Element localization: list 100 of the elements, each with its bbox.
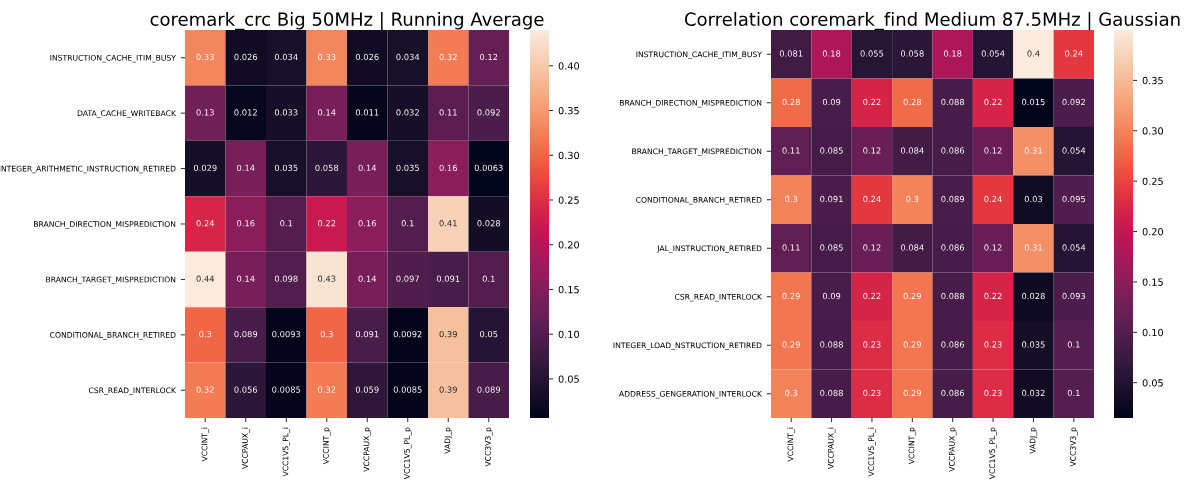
- data-label: 0.05: [480, 330, 498, 338]
- data-label: 0.026: [234, 53, 258, 61]
- data-label: 0.058: [315, 164, 339, 171]
- data-label: 0.24: [984, 195, 1002, 203]
- data-label: 0.085: [820, 147, 843, 154]
- data-label: 0.44: [196, 275, 215, 282]
- data-label: 0.034: [396, 53, 420, 61]
- data-label: 0.18: [822, 50, 841, 57]
- data-label: 0.39: [439, 386, 457, 393]
- data-label: 0.095: [1062, 195, 1086, 203]
- data-label: 0.28: [782, 98, 800, 106]
- data-label: 0.085: [820, 244, 843, 251]
- color-bar-label: 0.20: [1142, 228, 1164, 236]
- data-label: 0.12: [984, 244, 1002, 251]
- data-label: 0.3: [320, 330, 333, 338]
- data-label: 0.088: [820, 389, 843, 397]
- data-label: 0.029: [193, 164, 217, 171]
- data-label: 0.29: [903, 341, 921, 348]
- data-label: 0.012: [234, 109, 257, 116]
- data-label: 0.31: [1024, 147, 1042, 154]
- data-label: 0.29: [782, 292, 800, 300]
- color-bar-label: 0.25: [558, 196, 579, 204]
- data-label: 0.1: [1067, 341, 1080, 348]
- data-label: 0.028: [477, 220, 501, 227]
- data-label: 0.035: [274, 164, 298, 171]
- data-label: 0.23: [863, 341, 881, 348]
- data-label: 0.091: [355, 330, 379, 338]
- data-label: 0.086: [941, 147, 965, 154]
- data-label: 0.011: [355, 109, 379, 116]
- data-label: 0.22: [318, 220, 336, 227]
- data-label: 0.09: [822, 292, 841, 300]
- data-label: 0.22: [984, 292, 1002, 300]
- data-label: 0.092: [1062, 98, 1085, 106]
- data-label: 0.23: [984, 341, 1002, 348]
- data-label: 0.091: [436, 275, 460, 282]
- data-label: 0.14: [237, 275, 255, 282]
- data-label: 0.086: [941, 341, 965, 348]
- data-label: 0.1: [280, 220, 293, 227]
- data-label: 0.13: [196, 109, 214, 116]
- data-label: 0.097: [396, 275, 419, 282]
- data-label: 0.088: [941, 292, 965, 300]
- data-label: 0.054: [1062, 147, 1086, 154]
- color-bar-label: 0.10: [1142, 328, 1164, 337]
- data-label: 0.084: [900, 244, 924, 251]
- data-label: 0.33: [318, 53, 336, 61]
- data-label: 0.088: [820, 341, 843, 348]
- data-label: 0.11: [782, 147, 800, 154]
- data-label: 0.056: [234, 386, 258, 393]
- data-label: 0.0093: [272, 330, 301, 338]
- data-label: 0.43: [318, 275, 336, 282]
- data-label: 0.0085: [393, 386, 422, 393]
- data-label: 0.14: [237, 164, 255, 171]
- data-label: 0.4: [1027, 50, 1040, 57]
- data-label: 0.058: [900, 50, 924, 57]
- data-label: 0.3: [906, 195, 919, 203]
- data-label: 0.084: [900, 147, 924, 154]
- data-label: 0.089: [941, 195, 965, 203]
- data-label: 0.0085: [272, 386, 301, 393]
- data-label: 0.28: [903, 98, 922, 106]
- data-label: 0.12: [863, 244, 881, 251]
- data-label: 0.3: [199, 330, 212, 338]
- data-label: 0.32: [439, 53, 457, 61]
- data-label: 0.23: [863, 389, 881, 397]
- data-label: 0.054: [981, 50, 1005, 57]
- data-label: 0.16: [237, 220, 255, 227]
- data-label: 0.055: [860, 50, 884, 57]
- data-label: 0.39: [439, 330, 457, 338]
- data-label: 0.032: [1022, 389, 1045, 397]
- color-bar-label: 0.35: [1142, 76, 1163, 85]
- color-bar-label: 0.40: [558, 62, 580, 70]
- data-label: 0.3: [785, 195, 798, 203]
- data-label: 0.41: [439, 220, 457, 227]
- color-bar-label: 0.30: [1142, 127, 1164, 135]
- data-label: 0.035: [1022, 341, 1045, 348]
- data-label: 0.11: [439, 109, 457, 116]
- data-label: 0.32: [196, 386, 214, 393]
- data-label: 0.086: [941, 389, 965, 397]
- data-label: 0.09: [822, 98, 841, 106]
- data-label: 0.32: [318, 386, 336, 393]
- data-label: 0.035: [396, 164, 419, 171]
- color-bar-label: 0.15: [1142, 278, 1163, 286]
- color-bar-label: 0.30: [558, 151, 580, 160]
- chart-title: coremark_crc Big 50MHz | Running Average: [150, 11, 544, 30]
- data-label: 0.093: [1062, 292, 1086, 300]
- data-label: 0.12: [984, 147, 1002, 154]
- data-label: 0.24: [863, 195, 881, 203]
- data-label: 0.24: [196, 220, 215, 227]
- data-label: 0.089: [477, 386, 501, 393]
- color-bar-label: 0.25: [1142, 177, 1163, 185]
- data-label: 0.31: [1024, 244, 1042, 251]
- data-label: 0.015: [1022, 98, 1045, 106]
- data-label: 0.091: [820, 195, 843, 203]
- data-label: 0.1: [401, 220, 414, 227]
- data-label: 0.088: [941, 98, 965, 106]
- color-bar-label: 0.05: [1142, 379, 1163, 387]
- data-label: 0.0063: [474, 164, 503, 171]
- data-label: 0.098: [274, 275, 298, 282]
- data-label: 0.14: [358, 275, 377, 282]
- data-label: 0.22: [863, 98, 881, 106]
- data-label: 0.089: [234, 330, 258, 338]
